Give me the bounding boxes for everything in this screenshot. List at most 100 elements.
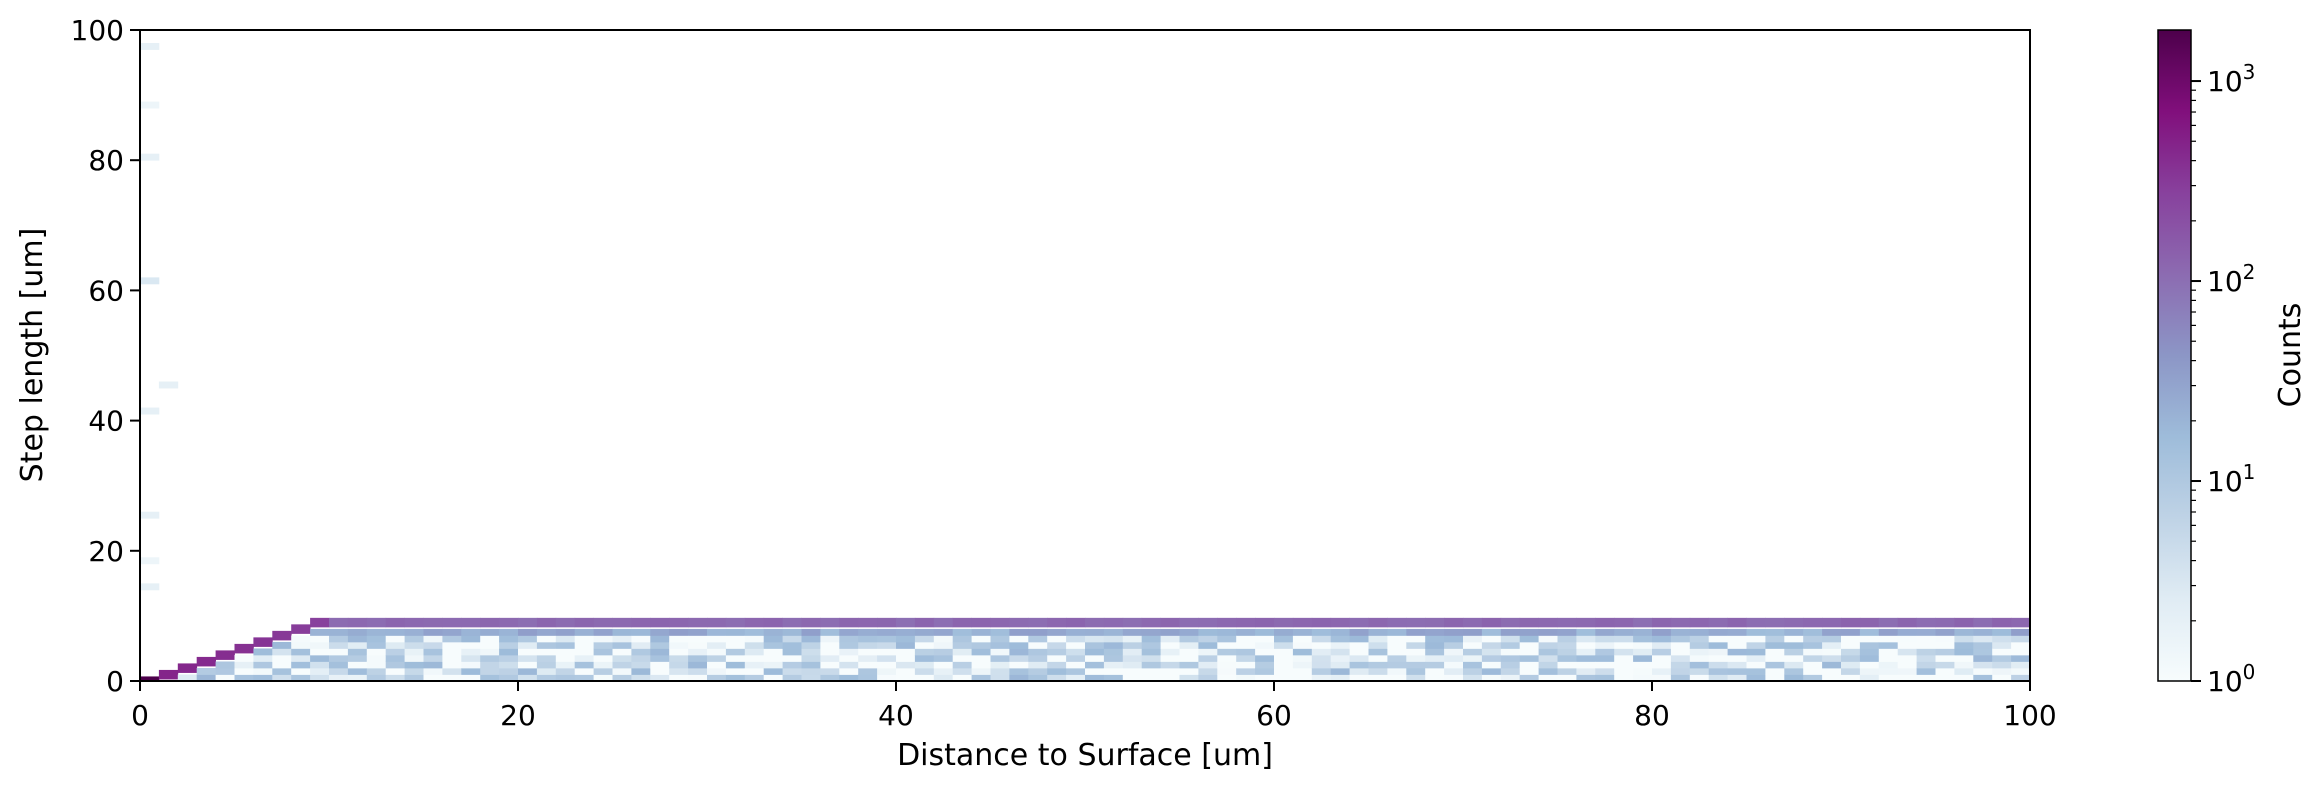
heatmap-cell [858,648,878,656]
ridge-cell [1028,617,1048,628]
heatmap-cell [385,674,405,682]
heatmap-cell [1784,648,1804,656]
heatmap-cell [1425,628,1445,636]
heatmap-cell [1085,674,1105,682]
heatmap-cell [1708,674,1728,682]
heatmap-cell [536,635,557,643]
heatmap-cell [1387,648,1407,656]
heatmap-cell [461,661,481,669]
heatmap-cell [1841,667,1861,675]
heatmap-cell [272,667,292,675]
heatmap-cell [1009,661,1029,669]
heatmap-cell [612,667,632,675]
heatmap-cell [1670,635,1691,643]
heatmap-cell [1576,654,1596,662]
heatmap-cell [896,648,916,656]
heatmap-cell [896,674,916,682]
heatmap-cell [820,648,840,656]
heatmap-cell [1595,628,1615,636]
heatmap-cell [1859,628,1880,636]
heatmap-cell [1935,641,1955,649]
ridge-cell [725,617,746,628]
heatmap-cell [1406,635,1426,643]
heatmap-cell [1406,661,1426,669]
heatmap-cell [423,648,443,656]
heatmap-cell [914,648,935,656]
ridge-cell [1406,617,1426,628]
heatmap-cell [1992,674,2012,682]
heatmap-cell [593,667,613,675]
heatmap-cell [1973,674,1993,682]
heatmap-cell [1217,648,1237,656]
heatmap-cell [801,667,821,675]
heatmap-cell [1519,674,1539,682]
heatmap-cell [1406,654,1426,662]
heatmap-cell [1727,661,1747,669]
heatmap-cell [1859,654,1880,662]
ridge-cell [1859,617,1880,628]
heatmap-cell [1765,641,1785,649]
heatmap-cell [1425,654,1445,662]
heatmap-cell [1803,667,1823,675]
heatmap-cell [1198,628,1218,636]
heatmap-cell [1330,635,1350,643]
heatmap-cell [707,641,727,649]
heatmap-cell [1670,648,1691,656]
heatmap-cell [404,667,424,675]
heatmap-cell [707,628,727,636]
heatmap-cell [1727,628,1747,636]
heatmap-cell [631,648,651,656]
heatmap-cell [1822,648,1842,656]
heatmap-cell [272,641,292,649]
heatmap-cell [725,635,746,643]
heatmap-cell [763,648,783,656]
heatmap-cell [1822,667,1842,675]
heatmap-cell [1198,654,1218,662]
heatmap-cell [442,667,462,675]
heatmap-cell [1803,628,1823,636]
heatmap-cell [1784,661,1804,669]
heatmap-cell [574,628,594,636]
heatmap-cell [1614,628,1634,636]
heatmap-cell [858,667,878,675]
colorbar [2157,29,2192,682]
heatmap-cell [404,635,424,643]
ridge-cell [877,617,897,628]
heatmap-cell [518,635,538,643]
heatmap-cell [1916,674,1936,682]
heatmap-cell [1878,628,1899,636]
heatmap-cell [1595,648,1615,656]
ridge-cell [1066,617,1086,628]
heatmap-cell [536,641,557,649]
heatmap-cell [461,674,481,682]
heatmap-cell [877,628,897,636]
heatmap-cell [1349,654,1369,662]
heatmap-cell [1066,654,1086,662]
heatmap-cell [1935,674,1955,682]
heatmap-cell [1519,661,1539,669]
ridge-cell [1595,617,1615,628]
heatmap-cell [1897,628,1917,636]
heatmap-cell [574,667,594,675]
heatmap-cell [688,661,708,669]
heatmap-cell [1992,648,2012,656]
heatmap-cell [1992,661,2012,669]
heatmap-cell [1595,674,1615,682]
ridge-cell [1935,617,1955,628]
heatmap-cell [1368,667,1388,675]
heatmap-cell [990,628,1010,636]
heatmap-cell [1444,654,1464,662]
heatmap-cell [1236,667,1256,675]
heatmap-cell [820,674,840,682]
heatmap-cell [1255,661,1275,669]
heatmap-cell [1595,654,1615,662]
heatmap-cell [536,674,557,682]
heatmap-cell [820,635,840,643]
heatmap-cell [518,667,538,675]
ridge-cell [763,617,783,628]
ridge-cell [858,617,878,628]
heatmap-cell [310,635,330,643]
heatmap-cell [1614,674,1634,682]
heatmap-cell [1198,667,1218,675]
